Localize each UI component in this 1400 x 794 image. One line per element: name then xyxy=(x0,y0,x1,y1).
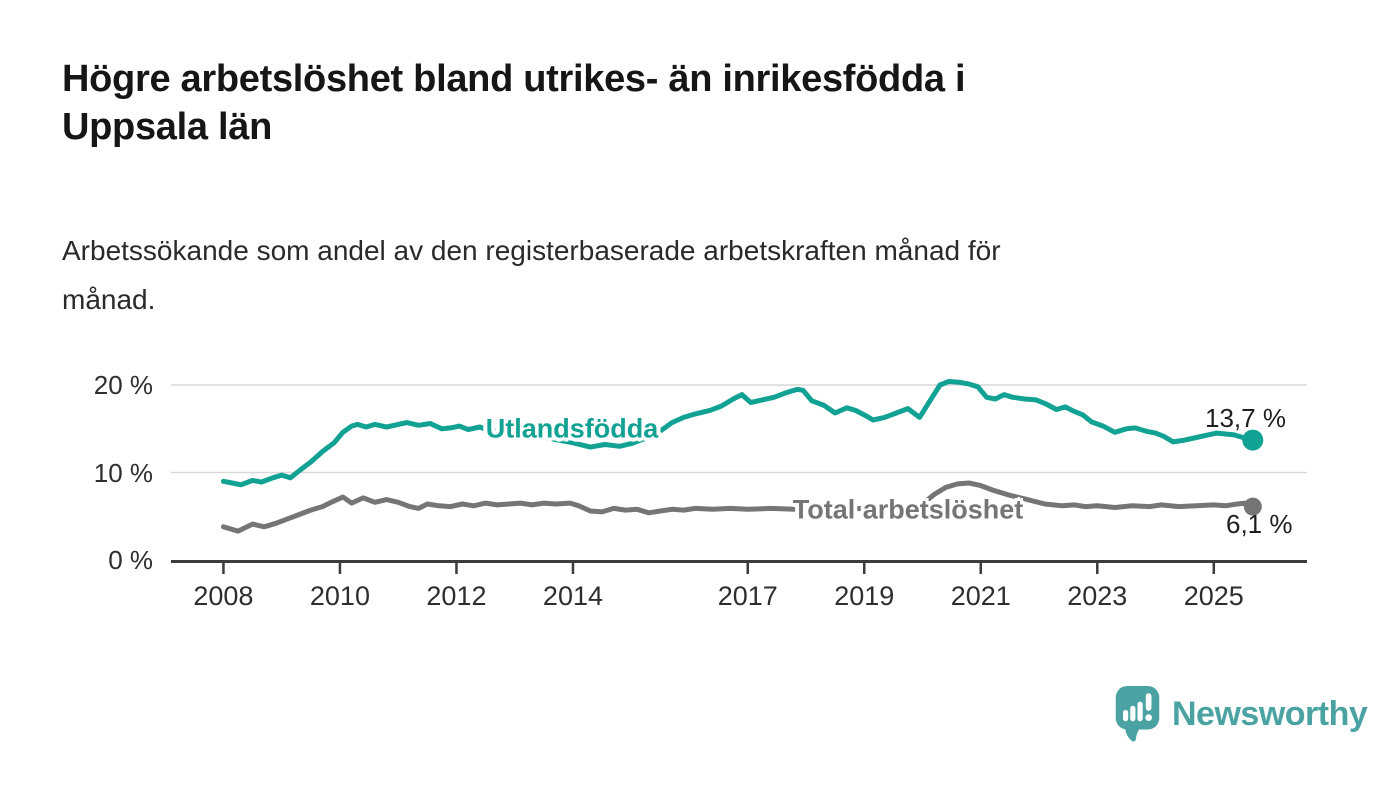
x-axis-tick-label: 2021 xyxy=(950,581,1011,611)
end-value-label-total: 6,1 % xyxy=(1226,509,1293,539)
series-line-1 xyxy=(220,480,1256,534)
end-value-label-utlandsfodda: 13,7 % xyxy=(1205,403,1286,433)
x-axis-tick-label: 2023 xyxy=(1067,581,1128,611)
x-axis-tick-label: 2025 xyxy=(1183,581,1244,611)
newsworthy-logo-icon xyxy=(1115,686,1160,742)
y-axis-tick-label: 10 % xyxy=(93,457,153,488)
series-end-dot-0 xyxy=(1242,429,1264,451)
newsworthy-logo-text: Newsworthy xyxy=(1172,694,1368,733)
newsworthy-logo: Newsworthy xyxy=(1114,685,1368,743)
series-line-0 xyxy=(220,379,1256,488)
page-title: Högre arbetslöshet bland utrikes- än inr… xyxy=(62,58,966,148)
x-axis-tick-label: 2017 xyxy=(717,581,778,611)
x-axis-tick-label: 2010 xyxy=(309,581,370,611)
series-label-utlandsfodda: Utlandsfödda xyxy=(485,413,659,444)
y-axis-tick-label: 0 % xyxy=(108,545,153,575)
x-axis-tick-label: 2014 xyxy=(542,581,603,611)
series-label-total-arbetsloshet: Total arbetslöshet xyxy=(792,494,1024,525)
x-axis-tick-label: 2008 xyxy=(193,581,254,611)
x-axis-tick-label: 2012 xyxy=(426,581,487,611)
y-axis-tick-label: 20 % xyxy=(93,370,153,400)
page-subtitle: Arbetssökande som andel av den registerb… xyxy=(62,235,1001,315)
x-axis-tick-label: 2019 xyxy=(834,581,895,611)
series-end-dot-1 xyxy=(1243,497,1262,516)
